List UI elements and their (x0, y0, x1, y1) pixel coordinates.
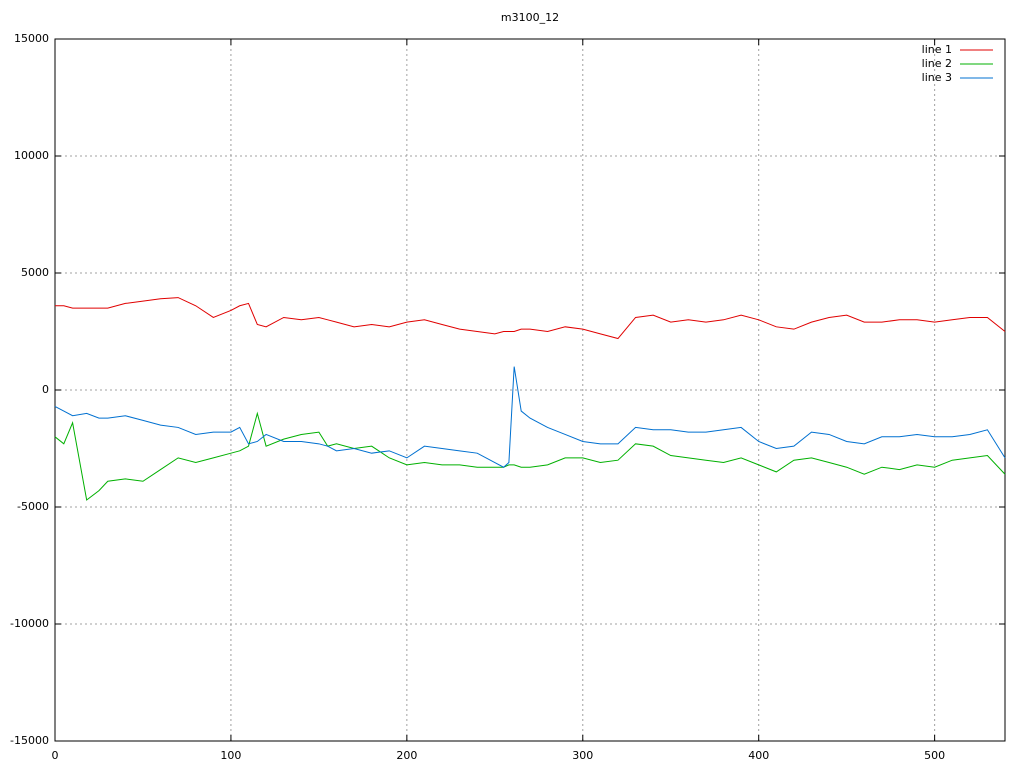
y-tick-label: 10000 (14, 149, 49, 162)
x-tick-label: 200 (396, 749, 417, 762)
data-line (54, 366, 1006, 468)
x-tick-label: 400 (748, 749, 769, 762)
data-line (54, 411, 1006, 501)
data-line (55, 297, 1006, 340)
legend-label: line 2 (922, 57, 952, 70)
y-tick-label: 15000 (14, 32, 49, 45)
y-tick-label: 5000 (21, 266, 49, 279)
legend-label: line 3 (922, 71, 952, 84)
plot-border (54, 38, 1006, 742)
y-tick-label: -15000 (10, 734, 49, 747)
y-tick-label: -5000 (17, 500, 49, 513)
x-tick-label: 300 (572, 749, 593, 762)
x-tick-label: 100 (220, 749, 241, 762)
chart-title: m3100_12 (501, 11, 559, 24)
x-tick-label: 0 (52, 749, 59, 762)
y-tick-label: 0 (42, 383, 49, 396)
legend-label: line 1 (922, 43, 952, 56)
x-tick-label: 500 (924, 749, 945, 762)
y-tick-label: -10000 (10, 617, 49, 630)
